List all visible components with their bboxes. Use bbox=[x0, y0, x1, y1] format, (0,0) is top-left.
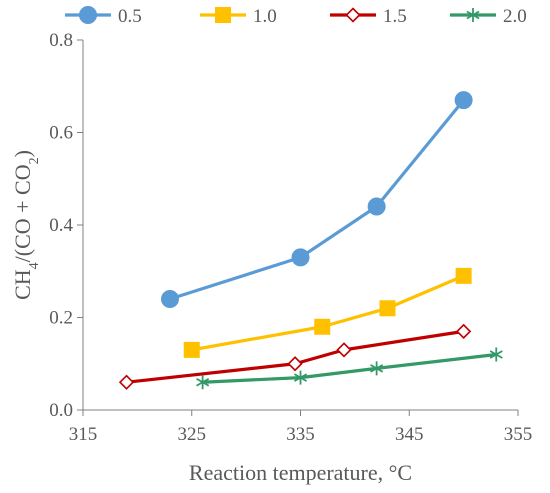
y-axis-title-subscript: 4 bbox=[27, 262, 42, 269]
x-tick-label: 315 bbox=[69, 424, 98, 445]
data-point-2.0-1 bbox=[196, 375, 210, 390]
series-1.5 bbox=[118, 323, 472, 390]
x-tick-label: 335 bbox=[286, 424, 315, 445]
data-point-0.5-2 bbox=[291, 248, 310, 267]
legend-item-0.5: 0.5 bbox=[65, 6, 142, 27]
y-axis-title-part: CH bbox=[10, 269, 35, 300]
data-point-2.0-4 bbox=[489, 347, 503, 362]
legend-item-1.0: 1.0 bbox=[200, 6, 277, 27]
legend-marker-2.0 bbox=[466, 8, 480, 22]
series-1.0 bbox=[183, 267, 472, 358]
legend-marker-2.0-stroke-3 bbox=[466, 10, 480, 20]
x-tick-label: 345 bbox=[395, 424, 424, 445]
data-point-0.5-4 bbox=[454, 91, 473, 110]
series-line-2.0 bbox=[202, 352, 497, 384]
series-line-1.0 bbox=[191, 274, 465, 352]
x-tick-label: 325 bbox=[178, 424, 207, 445]
y-axis-title-part: ) bbox=[10, 150, 35, 157]
legend-marker-0.5 bbox=[79, 6, 97, 24]
data-point-2.0-3 bbox=[370, 361, 384, 376]
data-point-2.0-2-stroke-3 bbox=[293, 373, 308, 382]
series-2.0 bbox=[196, 347, 503, 390]
y-axis-title-part: /(CO + CO bbox=[10, 164, 35, 262]
legend-label-2.0: 2.0 bbox=[503, 6, 527, 27]
y-tick-label: 0.0 bbox=[49, 400, 73, 421]
series-layer bbox=[118, 91, 503, 390]
y-tick-label: 0.8 bbox=[49, 30, 73, 51]
y-tick-label: 0.2 bbox=[49, 308, 73, 329]
data-point-1.5-4 bbox=[455, 323, 472, 340]
y-tick-label: 0.4 bbox=[49, 215, 73, 236]
data-point-2.0-3-stroke-3 bbox=[370, 364, 384, 373]
y-axis-title: CH4/(CO + CO2) bbox=[10, 150, 42, 300]
series-0.5 bbox=[161, 91, 473, 308]
data-point-1.5-2 bbox=[287, 356, 303, 372]
legend-marker-1.5 bbox=[345, 7, 361, 23]
data-point-2.0-2 bbox=[293, 370, 308, 385]
data-point-1.0-3 bbox=[379, 300, 396, 317]
series-line-1.5 bbox=[126, 329, 464, 384]
data-point-1.5-1 bbox=[118, 374, 135, 390]
x-tick-label: 355 bbox=[504, 424, 533, 445]
axes: 0.0 0.2 0.4 0.6 0.8 315 325 335 345 355 bbox=[49, 30, 532, 445]
y-axis-title-subscript: 2 bbox=[27, 157, 42, 164]
data-point-0.5-3 bbox=[367, 197, 386, 216]
data-point-1.0-4 bbox=[455, 267, 472, 284]
data-point-0.5-1 bbox=[161, 290, 179, 308]
data-point-1.0-2 bbox=[314, 318, 331, 335]
legend-label-0.5: 0.5 bbox=[118, 6, 142, 27]
legend-marker-1.0 bbox=[215, 7, 231, 23]
data-point-1.5-3 bbox=[336, 342, 352, 358]
data-point-1.0-1 bbox=[183, 341, 200, 358]
y-tick-label: 0.6 bbox=[49, 123, 73, 144]
x-axis-title: Reaction temperature, °C bbox=[189, 460, 412, 485]
series-line-0.5 bbox=[169, 99, 465, 301]
data-point-2.0-4-stroke-3 bbox=[489, 350, 503, 359]
legend-label-1.0: 1.0 bbox=[253, 6, 277, 27]
legend-item-1.5: 1.5 bbox=[330, 6, 407, 27]
data-point-2.0-1-stroke-3 bbox=[196, 377, 210, 387]
legend: 0.5 1.0 1.5 2.0 bbox=[65, 6, 527, 27]
legend-item-2.0: 2.0 bbox=[450, 6, 527, 27]
legend-label-1.5: 1.5 bbox=[383, 6, 407, 27]
